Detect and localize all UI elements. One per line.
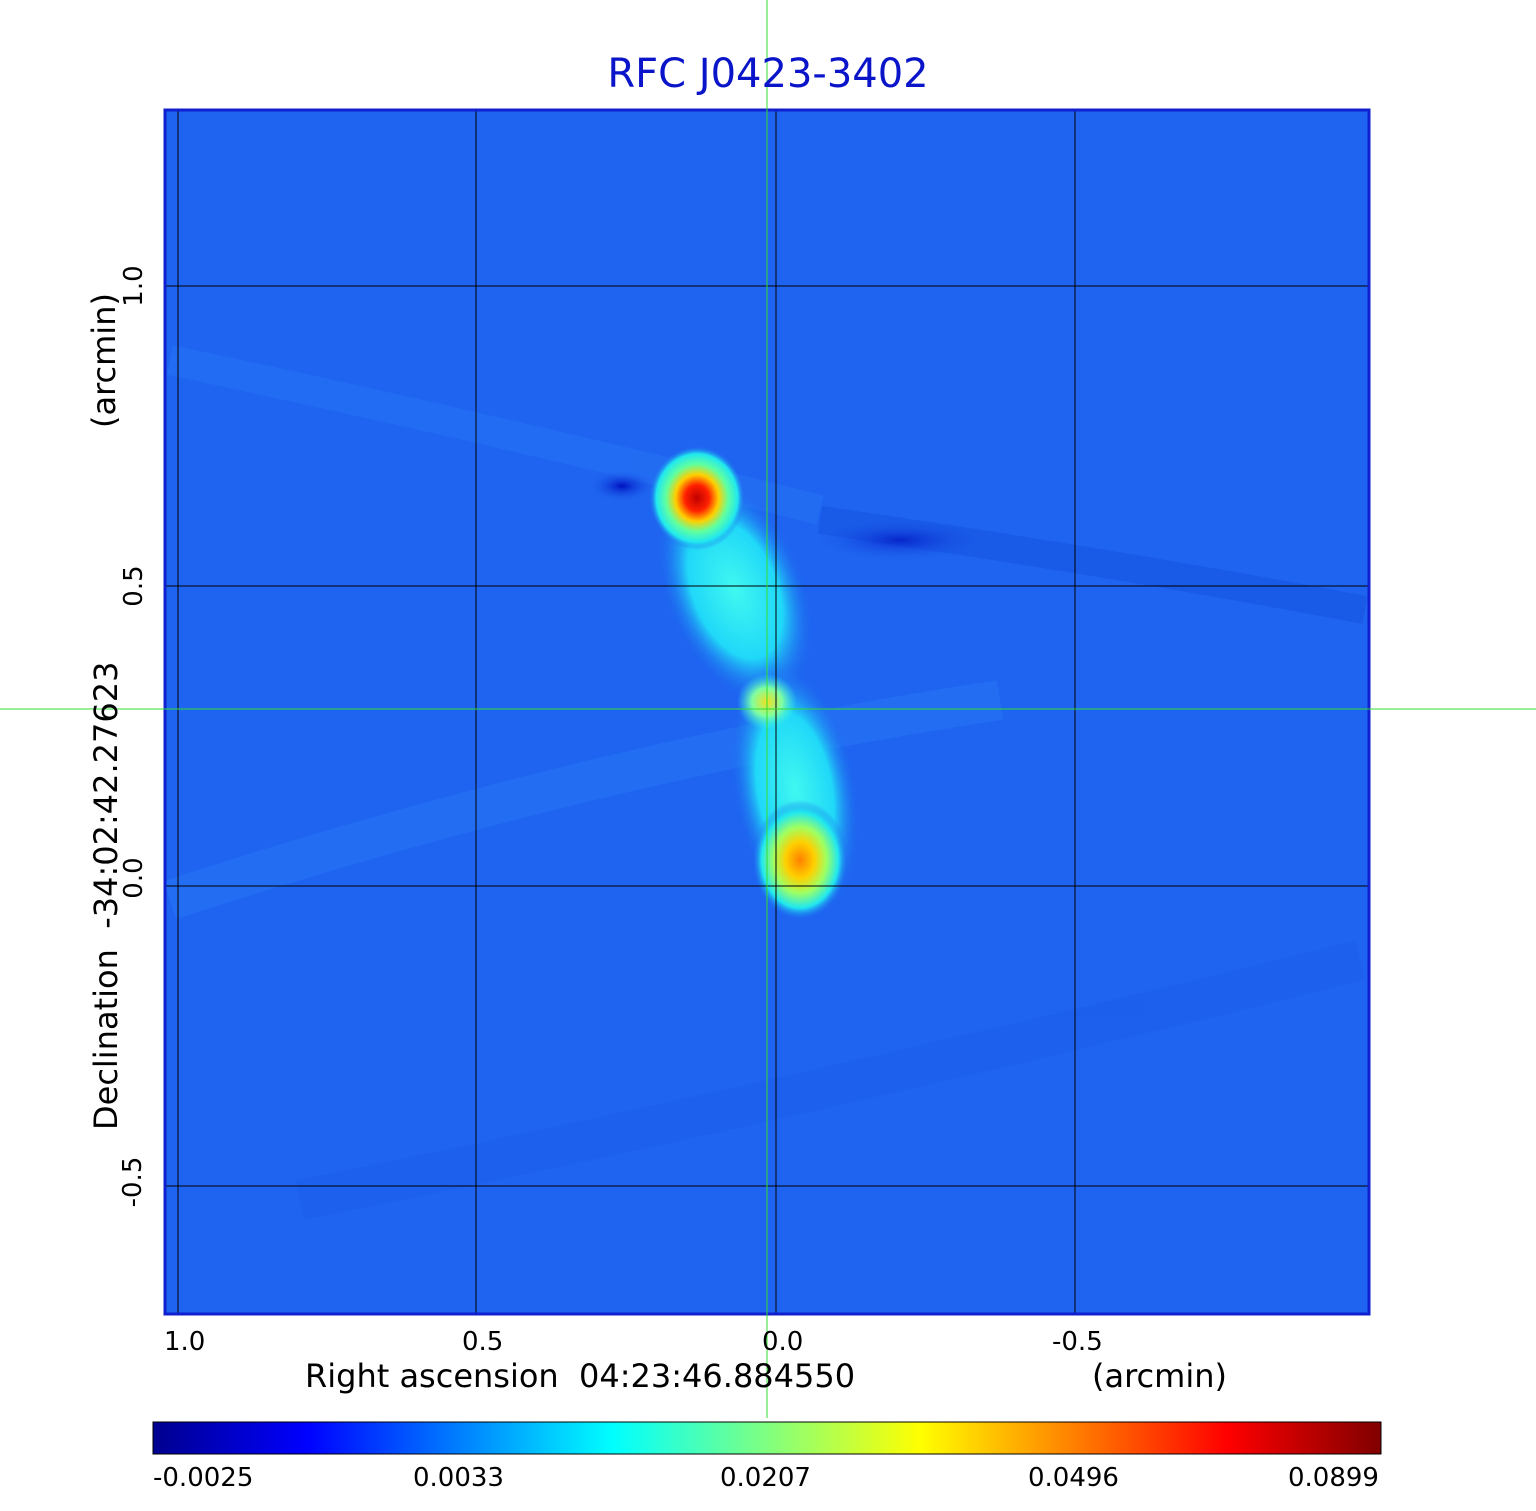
x-axis-label: Right ascension 04:23:46.884550 — [305, 1357, 856, 1395]
colorbar-tick-label: -0.0025 — [153, 1463, 254, 1493]
negative-feature — [810, 518, 990, 562]
hotspot-south — [752, 800, 848, 920]
colorbar-tick-label: 0.0207 — [720, 1463, 811, 1493]
y-axis-label: Declination -34:02:42.27623 — [87, 661, 125, 1130]
colorbar-tick-label: 0.0496 — [1028, 1463, 1119, 1493]
negative-feature — [588, 470, 656, 502]
colorbar — [152, 1421, 1382, 1455]
y-tick-label: 0.5 — [119, 565, 149, 607]
x-tick-label: -0.5 — [1052, 1327, 1103, 1357]
hotspot-north — [649, 446, 745, 550]
x-tick-label: 1.0 — [164, 1327, 206, 1357]
x-tick-label: 0.0 — [762, 1327, 804, 1357]
colorbar-tick-label: 0.0033 — [413, 1463, 504, 1493]
crosshair — [0, 0, 1536, 1418]
y-axis-unit: (arcmin) — [85, 293, 123, 428]
x-tick-label: 0.5 — [462, 1327, 504, 1357]
colorbar-tick-label: 0.0899 — [1288, 1463, 1379, 1493]
y-tick-label: -0.5 — [118, 1156, 148, 1208]
x-axis-unit: (arcmin) — [1092, 1357, 1227, 1395]
plot-title: RFC J0423-3402 — [607, 51, 929, 97]
